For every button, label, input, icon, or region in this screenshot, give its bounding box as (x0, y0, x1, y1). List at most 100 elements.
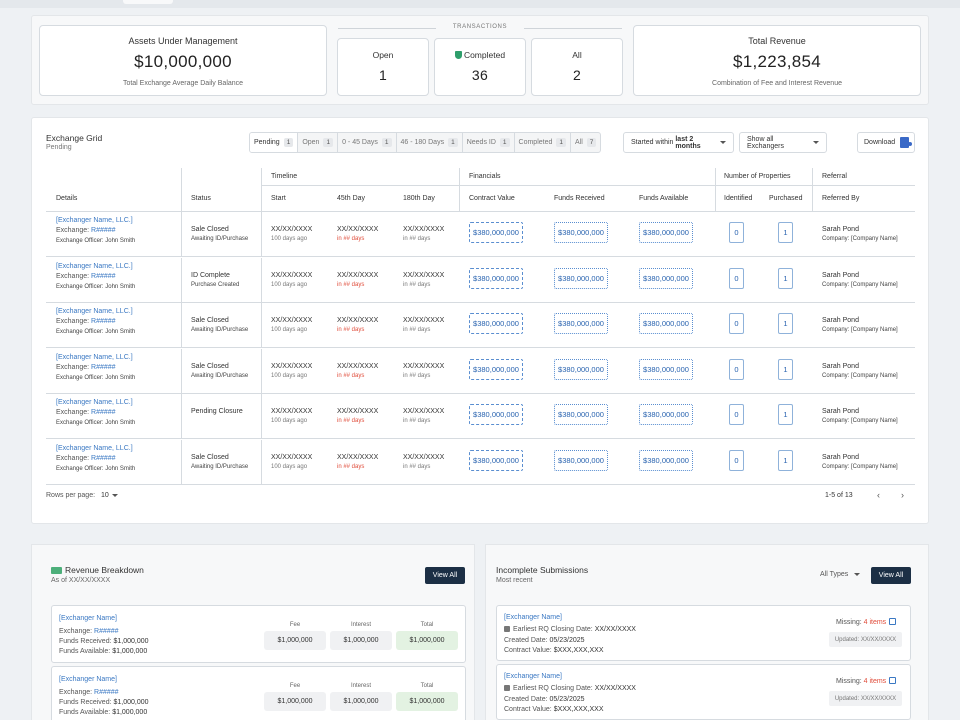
col-contract-value[interactable]: Contract Value (469, 195, 515, 202)
rows-per-page-select[interactable]: 10 (101, 492, 118, 499)
funds-received-field[interactable]: $380,000,000 (554, 450, 608, 471)
submission-card[interactable]: [Exchanger Name] Earliest RQ Closing Date… (496, 664, 911, 720)
identified-count[interactable]: 0 (729, 358, 744, 380)
funds-received-field[interactable]: $380,000,000 (554, 358, 608, 380)
exchange-id-link[interactable]: R##### (91, 318, 116, 326)
external-link-icon[interactable] (889, 618, 897, 625)
col-details[interactable]: Details (56, 195, 78, 202)
funds-available-field[interactable]: $380,000,000 (639, 313, 693, 335)
filter-completed[interactable]: Completed 1 (515, 133, 572, 152)
external-link-icon[interactable] (889, 677, 897, 684)
purchased-count[interactable]: 1 (778, 313, 793, 335)
exchanger-name-link[interactable]: [Exchanger Name] (504, 614, 562, 621)
filter-needs-id[interactable]: Needs ID 1 (463, 133, 515, 152)
col-referred-by[interactable]: Referred By (822, 195, 860, 202)
purchased-count[interactable]: 1 (778, 267, 793, 289)
start-sub: 100 days ago (271, 327, 308, 334)
completed-card[interactable]: Completed 36 (434, 38, 526, 96)
exchanger-name-link[interactable]: [Exchanger Name] (59, 615, 117, 622)
filter-all[interactable]: All 7 (571, 133, 600, 152)
contract-value-field[interactable]: $380,000,000 (469, 404, 523, 426)
exchanger-name-link[interactable]: [Exchanger Name] (504, 673, 562, 680)
exchanger-name-link[interactable]: [Exchanger Name, LLC.] (56, 308, 133, 316)
revenue-view-all-button[interactable]: View All (425, 567, 465, 584)
identified-count[interactable]: 0 (729, 267, 744, 289)
exchange-id-link[interactable]: R##### (91, 409, 116, 417)
identified-count[interactable]: 0 (729, 313, 744, 335)
table-row[interactable]: [Exchanger Name, LLC.] Exchange: R##### Ex… (46, 212, 915, 257)
referral-cell: Sarah Pond Company: [Company Name] (822, 407, 898, 426)
types-dropdown[interactable]: All Types (820, 571, 861, 578)
funds-received-field[interactable]: $380,000,000 (554, 404, 608, 426)
exchanger-name-link[interactable]: [Exchanger Name, LLC.] (56, 445, 133, 452)
table-row[interactable]: [Exchanger Name, LLC.] Exchange: R##### Ex… (46, 348, 915, 394)
exchange-id-link[interactable]: R##### (91, 272, 116, 280)
funds-received-field[interactable]: $380,000,000 (554, 267, 608, 289)
table-row[interactable]: [Exchanger Name, LLC.] Exchange: R##### Ex… (46, 257, 915, 303)
table-row[interactable]: [Exchanger Name, LLC.] Exchange: R##### Ex… (46, 440, 915, 485)
identified-count[interactable]: 0 (729, 222, 744, 243)
download-button[interactable]: Download (857, 132, 915, 153)
revenue-item-card[interactable]: [Exchanger Name] Exchange: R##### Funds Re… (51, 666, 466, 720)
exchange-id-link[interactable]: R##### (91, 455, 116, 462)
contract-value-field[interactable]: $380,000,000 (469, 450, 523, 471)
next-page-icon[interactable]: › (901, 490, 904, 500)
col-purchased[interactable]: Purchased (769, 195, 803, 202)
exchange-id-link[interactable]: R##### (91, 227, 116, 234)
referrer-company: Company: [Company Name] (822, 464, 898, 470)
purchased-count[interactable]: 1 (778, 358, 793, 380)
col-45th-day[interactable]: 45th Day (337, 195, 366, 202)
filter-46-180-days[interactable]: 46 - 180 Days 1 (397, 133, 463, 152)
col-funds-available[interactable]: Funds Available (639, 195, 689, 202)
exchanger-name-link[interactable]: [Exchanger Name, LLC.] (56, 217, 133, 224)
funds-received-field[interactable]: $380,000,000 (554, 222, 608, 243)
submission-card[interactable]: [Exchanger Name] Earliest RQ Closing Date… (496, 605, 911, 661)
purchased-count[interactable]: 1 (778, 450, 793, 471)
date-range-dropdown[interactable]: Started within last 2 months (623, 132, 734, 153)
exchanger-name-link[interactable]: [Exchanger Name, LLC.] (56, 353, 133, 361)
filter-pending[interactable]: Pending 1 (250, 133, 299, 152)
closing-value: XX/XX/XXXX (594, 626, 636, 633)
contract-value-field[interactable]: $380,000,000 (469, 267, 523, 289)
identified-count[interactable]: 0 (729, 450, 744, 471)
revenue-item-card[interactable]: [Exchanger Name] Exchange: R##### Funds Re… (51, 605, 466, 663)
col-start[interactable]: Start (271, 195, 286, 202)
exchange-id-link[interactable]: R##### (91, 363, 116, 371)
purchased-count[interactable]: 1 (778, 404, 793, 426)
prev-page-icon[interactable]: ‹ (877, 490, 880, 500)
incomplete-view-all-button[interactable]: View All (871, 567, 911, 584)
table-row[interactable]: [Exchanger Name, LLC.] Exchange: R##### Ex… (46, 303, 915, 349)
col-180th-day[interactable]: 180th Day (403, 195, 435, 202)
exchanger-name-link[interactable]: [Exchanger Name] (59, 676, 117, 683)
funds-received-field[interactable]: $380,000,000 (554, 313, 608, 335)
funds-available-field[interactable]: $380,000,000 (639, 222, 693, 243)
exchanger-dropdown[interactable]: Show all Exchangers (739, 132, 827, 153)
col-identified[interactable]: Identified (724, 195, 753, 202)
col-funds-received[interactable]: Funds Received (554, 195, 605, 202)
funds-available-field[interactable]: $380,000,000 (639, 450, 693, 471)
exchange-id-link[interactable]: R##### (94, 628, 119, 635)
filter-0-45-days[interactable]: 0 - 45 Days 1 (338, 133, 397, 152)
filter-count: 7 (586, 138, 597, 147)
contract-value-field[interactable]: $380,000,000 (469, 358, 523, 380)
closing-label: Earliest RQ Closing Date: (513, 626, 595, 633)
contract-value-field[interactable]: $380,000,000 (469, 222, 523, 243)
funds-available-field[interactable]: $380,000,000 (639, 358, 693, 380)
details-cell: [Exchanger Name, LLC.] Exchange: R##### Ex… (56, 262, 135, 292)
filter-open[interactable]: Open 1 (298, 133, 339, 152)
open-card[interactable]: Open 1 (337, 38, 429, 96)
exchanger-name-link[interactable]: [Exchanger Name, LLC.] (56, 262, 133, 270)
identified-count[interactable]: 0 (729, 404, 744, 426)
table-row[interactable]: [Exchanger Name, LLC.] Exchange: R##### Ex… (46, 394, 915, 440)
status-text: Sale Closed (191, 454, 229, 461)
exchanger-name-link[interactable]: [Exchanger Name, LLC.] (56, 399, 133, 407)
interest-value: $1,000,000 (330, 692, 392, 711)
col-status[interactable]: Status (191, 195, 211, 202)
all-card[interactable]: All 2 (531, 38, 623, 96)
purchased-count[interactable]: 1 (778, 222, 793, 243)
contract-value-field[interactable]: $380,000,000 (469, 313, 523, 335)
exchange-id-link[interactable]: R##### (94, 689, 119, 696)
funds-available-field[interactable]: $380,000,000 (639, 404, 693, 426)
day180-sub: in ## days (403, 464, 431, 470)
funds-available-field[interactable]: $380,000,000 (639, 267, 693, 289)
